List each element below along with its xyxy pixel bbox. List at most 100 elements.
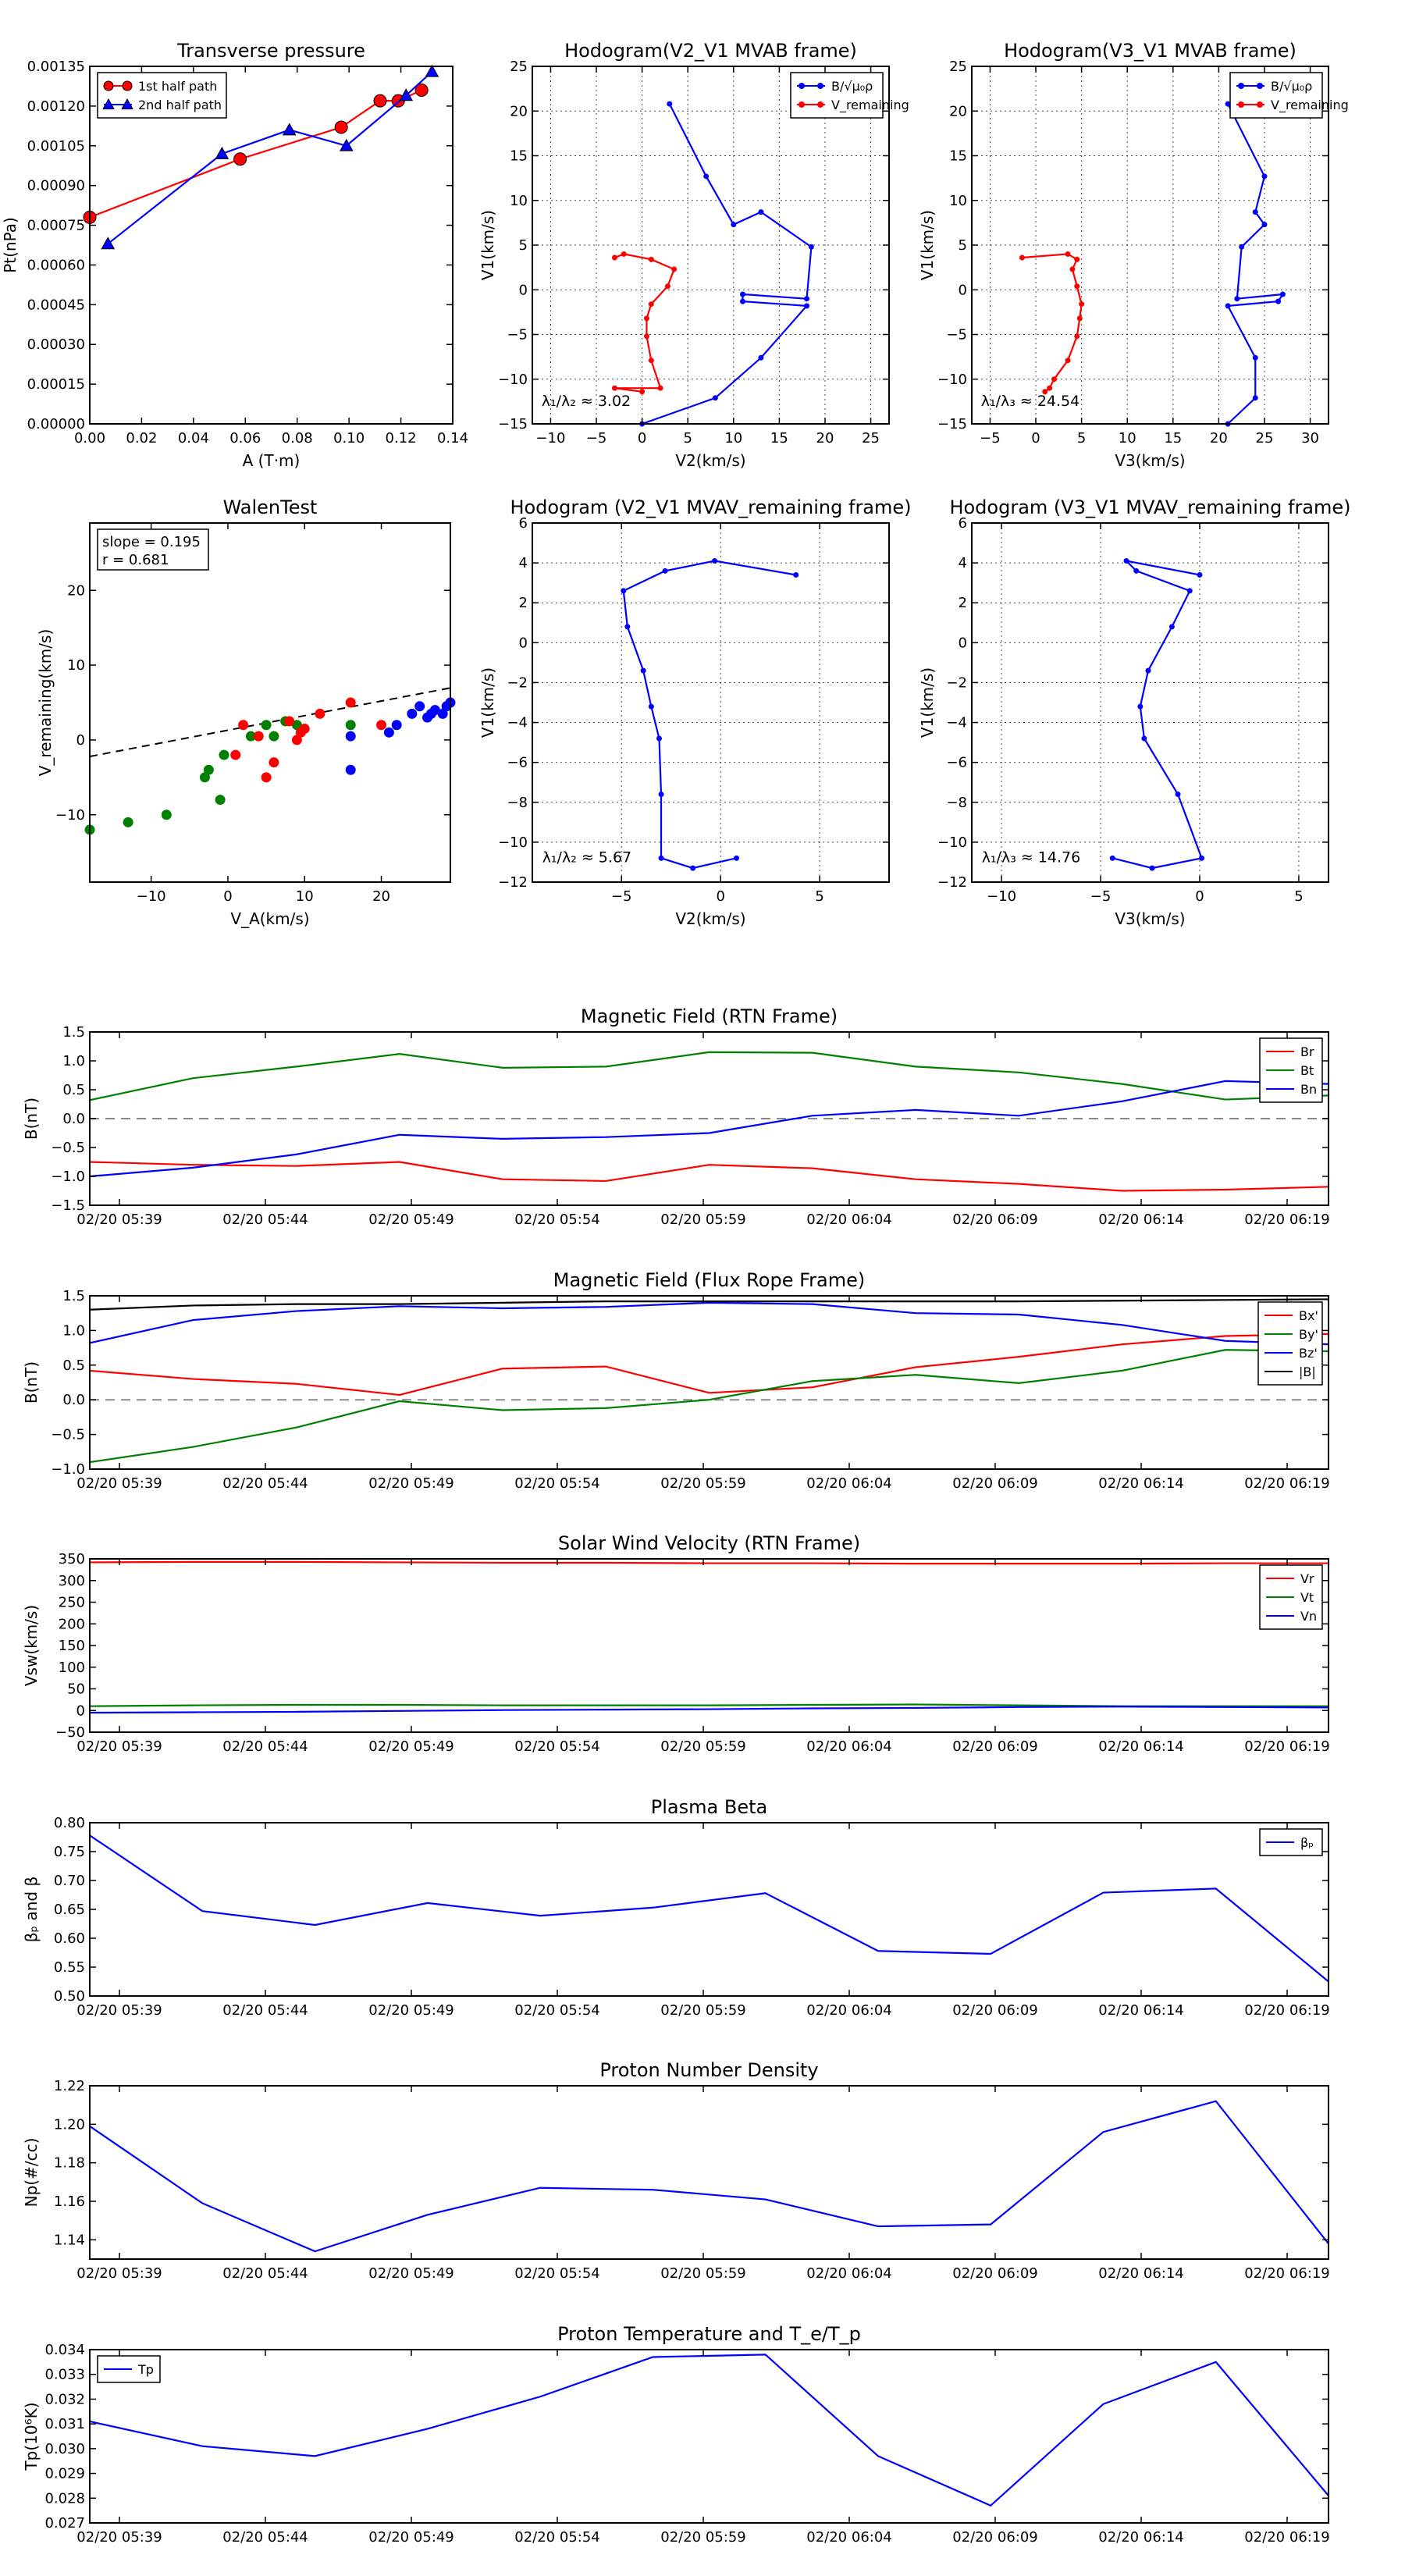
h3-xtick-label: 0 — [716, 888, 724, 905]
h1-ytick-label: −10 — [498, 372, 528, 388]
h2-xtick-label: −5 — [980, 430, 1001, 447]
wt-ylabel: V_remaining(km/s) — [36, 629, 55, 777]
tp-point — [101, 237, 116, 250]
h1-ytick-label: −5 — [507, 327, 528, 343]
tp-legend-label: 2nd half path — [138, 98, 222, 112]
h4-xtick-label: −5 — [1090, 888, 1112, 905]
h2-ytick-label: 20 — [949, 103, 967, 119]
h2-legend-marker — [1257, 83, 1263, 89]
wt-point — [261, 720, 272, 731]
h3-point — [793, 571, 799, 578]
tp-ytick-label: 0.00030 — [27, 336, 85, 353]
h1-point — [611, 254, 617, 261]
tp2-xtick-label: 02/20 05:44 — [222, 2529, 308, 2546]
h3-border — [532, 522, 890, 883]
wt-point — [437, 708, 448, 719]
mf_rtn-series-br — [89, 1161, 1329, 1192]
h4-ytick-label: −12 — [937, 874, 967, 891]
h3-ytick-label: −10 — [498, 834, 528, 851]
tp2-ytick-label: 0.030 — [44, 2441, 85, 2457]
vsw-legend-label: Vt — [1300, 1590, 1314, 1605]
h1-xtick-label: −5 — [586, 430, 607, 447]
h3-ytick-label: −8 — [507, 795, 528, 811]
h3-xtick-label: 5 — [815, 888, 823, 905]
beta-xtick-label: 02/20 05:49 — [368, 2002, 454, 2019]
wt-point — [238, 720, 249, 731]
h1-eigen-ratio: λ₁/λ₂ ≈ 3.02 — [542, 393, 631, 410]
h1-title: Hodogram(V2_V1 MVAB frame) — [564, 40, 857, 62]
wt-point — [269, 757, 279, 768]
mf_fr-legend-label: Bz' — [1299, 1346, 1318, 1361]
mf_rtn-series-bn — [89, 1080, 1329, 1178]
h4-point — [1141, 735, 1147, 742]
h1-point — [740, 291, 746, 297]
h2-point — [1065, 358, 1071, 364]
h2-point — [1239, 244, 1245, 250]
h4-ytick-label: 0 — [959, 635, 967, 651]
tp-point — [414, 84, 429, 98]
vsw-xtick-label: 02/20 06:04 — [806, 1738, 891, 1755]
mf_fr-title: Magnetic Field (Flux Rope Frame) — [553, 1269, 865, 1291]
h2-xtick-label: 20 — [1210, 430, 1228, 447]
tp-point — [282, 123, 297, 136]
np-xtick-label: 02/20 06:09 — [952, 2265, 1037, 2282]
h1-xtick-label: −10 — [535, 430, 565, 447]
tp2-ytick-label: 0.031 — [44, 2416, 85, 2432]
wt-border — [89, 522, 451, 883]
tp-xtick-label: 0.08 — [282, 430, 313, 447]
h4-xtick-label: 0 — [1195, 888, 1204, 905]
h1-series-line — [642, 103, 813, 425]
beta-ylabel: βₚ and β — [22, 1877, 41, 1942]
wt-fit-line — [89, 687, 451, 758]
np-xtick-label: 02/20 05:39 — [76, 2265, 162, 2282]
h2-point — [1079, 301, 1085, 308]
h1-series-line — [614, 253, 676, 393]
tp2-title: Proton Temperature and T_e/T_p — [557, 2323, 861, 2345]
h2-ytick-label: 25 — [949, 59, 967, 75]
mf_fr-ytick-label: 0.0 — [62, 1392, 85, 1408]
wt-ytick-label: 0 — [76, 732, 85, 749]
wt-point — [230, 749, 241, 760]
vsw-series-vn — [89, 1706, 1329, 1714]
h3-ytick-label: −6 — [507, 755, 528, 771]
mf_rtn-ytick-label: −1.0 — [51, 1169, 85, 1185]
h2-ytick-label: −10 — [937, 372, 967, 388]
tp2-xtick-label: 02/20 06:19 — [1244, 2529, 1329, 2546]
h3-series-line — [622, 560, 796, 870]
vsw-ytick-label: 300 — [59, 1573, 85, 1589]
mf_fr-ytick-label: 1.5 — [62, 1288, 85, 1304]
h2-point — [1074, 256, 1080, 262]
mf_fr-ytick-label: −0.5 — [51, 1427, 85, 1443]
np-title: Proton Number Density — [599, 2059, 818, 2081]
h1-legend-box — [790, 72, 884, 119]
vsw-ytick-label: 50 — [67, 1681, 85, 1698]
mf_fr-xtick-label: 02/20 06:19 — [1244, 1475, 1329, 1492]
h3-ytick-label: 0 — [519, 635, 528, 651]
np-ytick-label: 1.14 — [54, 2232, 85, 2248]
mf_rtn-xtick-label: 02/20 06:09 — [952, 1212, 1037, 1228]
wt-xlabel: V_A(km/s) — [230, 909, 309, 928]
h3-ytick-label: −4 — [507, 715, 528, 731]
tp-point — [334, 120, 348, 134]
h2-series-line — [1022, 253, 1083, 393]
beta-xtick-label: 02/20 05:54 — [514, 2002, 599, 2019]
h2-point — [1279, 291, 1286, 297]
mf_rtn-ylabel: B(nT) — [22, 1098, 41, 1140]
vsw-xtick-label: 02/20 05:49 — [368, 1738, 454, 1755]
h2-ytick-label: −5 — [946, 327, 967, 343]
vsw-ytick-label: −50 — [55, 1724, 85, 1741]
h2-ytick-label: −15 — [937, 416, 967, 432]
h4-point — [1123, 558, 1129, 564]
h2-ytick-label: 15 — [949, 148, 967, 165]
h4-xlabel: V3(km/s) — [1115, 909, 1185, 928]
mf_rtn-xtick-label: 02/20 05:54 — [514, 1212, 599, 1228]
mf_rtn-legend-label: Br — [1300, 1044, 1314, 1059]
h1-xlabel: V2(km/s) — [675, 451, 745, 470]
mf_rtn-ytick-label: 0.5 — [62, 1082, 85, 1098]
tp-ytick-label: 0.00060 — [27, 257, 85, 273]
vsw-legend-label: Vr — [1300, 1571, 1314, 1586]
wt-point — [345, 731, 356, 742]
wt-ytick-label: 10 — [67, 657, 85, 674]
tp-ytick-label: 0.00090 — [27, 178, 85, 194]
